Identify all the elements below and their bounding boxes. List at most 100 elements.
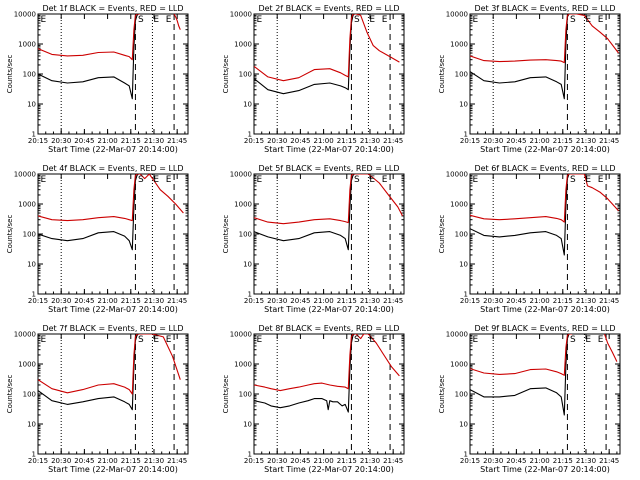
y-tick-label: 10000 (446, 11, 468, 19)
y-axis-label: Counts/sec (222, 375, 230, 414)
x-axis-label: Start Time (22-Mar-07 20:14:00) (48, 465, 178, 474)
event-marker-label: E (166, 175, 172, 185)
series-group (254, 14, 400, 95)
event-marker-label: E (382, 335, 388, 345)
x-tick-label: 21:00 (529, 457, 549, 465)
x-tick-label: 20:45 (506, 457, 526, 465)
y-tick-label: 1 (32, 131, 36, 139)
x-tick-label: 21:45 (167, 137, 187, 145)
y-tick-label: 1000 (18, 41, 36, 49)
x-tick-label: 20:15 (244, 297, 264, 305)
lld-series-line (254, 174, 403, 225)
lld-series-line (38, 174, 184, 222)
series-group (38, 14, 181, 100)
x-tick-label: 21:45 (383, 457, 403, 465)
x-axis-label: Start Time (22-Mar-07 20:14:00) (264, 465, 394, 474)
events-series-line (254, 14, 357, 95)
x-tick-label: 20:30 (483, 457, 503, 465)
event-marker-label: E (41, 335, 47, 345)
event-marker-label: E (382, 15, 388, 25)
y-tick-label: 10000 (14, 11, 36, 19)
x-tick-label: 21:15 (121, 137, 141, 145)
x-tick-label: 21:00 (97, 137, 117, 145)
y-tick-label: 1 (32, 451, 36, 459)
events-series-line (254, 174, 357, 251)
plot-frame (469, 173, 621, 295)
event-marker-label: E (598, 335, 604, 345)
x-axis-label: Start Time (22-Mar-07 20:14:00) (480, 305, 610, 314)
event-marker-label: E (473, 175, 479, 185)
event-marker-label: E (369, 175, 375, 185)
x-tick-label: 21:30 (144, 457, 164, 465)
lld-series-line (603, 334, 618, 362)
plot-frame (469, 13, 621, 135)
plot-frame (253, 173, 405, 295)
x-tick-label: 20:15 (28, 297, 48, 305)
x-tick-label: 20:45 (290, 137, 310, 145)
event-marker-label: S (354, 335, 360, 345)
x-tick-label: 21:30 (144, 137, 164, 145)
series-group (470, 174, 619, 256)
y-axis-label: Counts/sec (438, 215, 446, 254)
x-axis-label: Start Time (22-Mar-07 20:14:00) (264, 305, 394, 314)
panel-title: Det 8f BLACK = Events, RED = LLD (258, 324, 399, 333)
panel-title: Det 3f BLACK = Events, RED = LLD (474, 4, 615, 13)
x-tick-label: 20:45 (74, 137, 94, 145)
y-tick-label: 10 (459, 261, 468, 269)
y-tick-label: 100 (23, 71, 36, 79)
x-tick-label: 21:15 (553, 297, 573, 305)
x-tick-label: 20:45 (74, 297, 94, 305)
x-tick-label: 20:30 (483, 297, 503, 305)
event-marker-label: E (166, 15, 172, 25)
x-tick-label: 21:30 (576, 457, 596, 465)
x-tick-label: 21:30 (360, 297, 380, 305)
y-tick-label: 10 (459, 101, 468, 109)
event-marker-label: E (473, 15, 479, 25)
x-tick-label: 21:00 (313, 137, 333, 145)
x-tick-label: 21:00 (97, 457, 117, 465)
lld-series-line (470, 174, 619, 223)
plot-frame (37, 173, 189, 295)
event-marker-label: S (138, 15, 144, 25)
y-tick-label: 1000 (450, 201, 468, 209)
x-tick-label: 21:00 (529, 137, 549, 145)
x-tick-label: 21:45 (167, 297, 187, 305)
event-marker-label: S (570, 15, 576, 25)
series-group (254, 334, 400, 413)
event-marker-label: E (41, 15, 47, 25)
event-marker-label: E (598, 175, 604, 185)
y-tick-label: 1000 (234, 201, 252, 209)
x-tick-label: 21:15 (121, 297, 141, 305)
event-marker-label: S (570, 175, 576, 185)
x-tick-label: 21:00 (529, 297, 549, 305)
panel-7: Det 7f BLACK = Events, RED = LLD 1 10 100 10… (6, 324, 189, 474)
event-marker-label: E (369, 15, 375, 25)
panel-2: Det 2f BLACK = Events, RED = LLD 1 10 100 10… (222, 4, 405, 154)
y-tick-label: 10 (243, 421, 252, 429)
y-tick-label: 1 (464, 131, 468, 139)
event-marker-label: E (153, 15, 159, 25)
event-marker-label: E (598, 15, 604, 25)
y-tick-label: 1 (464, 451, 468, 459)
x-tick-label: 21:15 (337, 137, 357, 145)
y-tick-label: 1000 (234, 361, 252, 369)
events-series-line (470, 334, 573, 416)
series-group (470, 14, 619, 100)
y-axis-label: Counts/sec (6, 215, 14, 254)
panel-3: Det 3f BLACK = Events, RED = LLD 1 10 100 10… (438, 4, 621, 154)
event-marker-label: S (354, 175, 360, 185)
events-series-line (470, 14, 573, 100)
event-marker-label: S (570, 335, 576, 345)
x-tick-label: 20:15 (244, 137, 264, 145)
events-series-line (38, 334, 141, 411)
x-tick-label: 20:15 (244, 457, 264, 465)
y-tick-label: 10 (243, 101, 252, 109)
series-group (38, 334, 181, 411)
x-tick-label: 20:15 (28, 137, 48, 145)
lld-series-line (254, 14, 400, 82)
x-tick-label: 21:45 (599, 297, 619, 305)
y-tick-label: 10 (27, 261, 36, 269)
panel-title: Det 6f BLACK = Events, RED = LLD (474, 164, 615, 173)
event-marker-label: S (138, 175, 144, 185)
events-series-line (470, 174, 573, 256)
